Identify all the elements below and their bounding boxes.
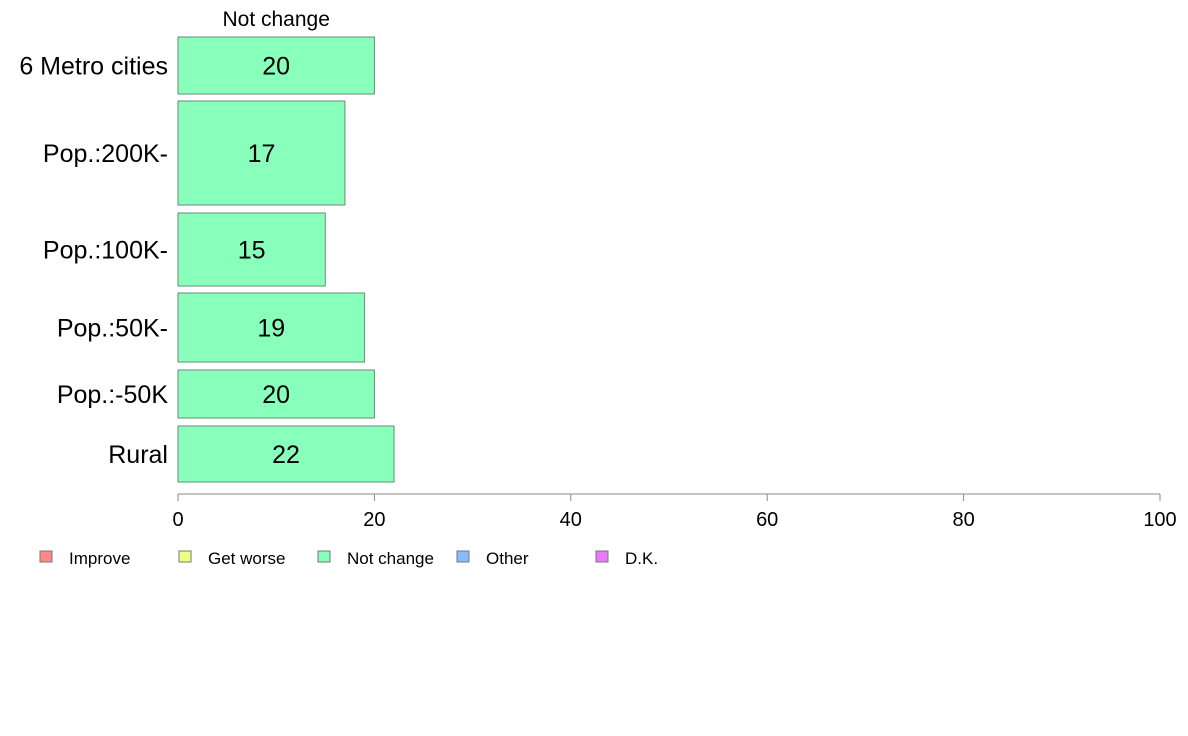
category-label: Pop.:50K-: [57, 315, 168, 343]
bar: [177, 212, 326, 287]
x-tick-label: 80: [952, 509, 974, 531]
category-label: 6 Metro cities: [19, 53, 168, 81]
bar-value-label: 17: [248, 140, 276, 168]
series-header: Not change: [222, 8, 329, 31]
bar: [177, 36, 375, 95]
category-label: Pop.:-50K: [57, 381, 169, 409]
legend-label: D.K.: [625, 549, 658, 568]
bar-value-label: 22: [272, 441, 300, 469]
x-tick-label: 20: [363, 509, 385, 531]
legend-swatch: [595, 550, 609, 563]
legend-label: Get worse: [208, 549, 285, 568]
bar: [177, 100, 346, 206]
legend-label: Improve: [69, 549, 130, 568]
bar-value-label: 15: [238, 237, 266, 265]
legend-swatch: [456, 550, 470, 563]
bar: [177, 369, 375, 419]
category-label: Pop.:200K-: [43, 140, 168, 168]
legend-label: Not change: [347, 549, 434, 568]
x-tick-label: 100: [1143, 509, 1176, 531]
legend-label: Other: [486, 549, 529, 568]
bar-value-label: 19: [257, 315, 285, 343]
bar: [177, 425, 395, 483]
category-label: Pop.:100K-: [43, 237, 168, 265]
bar-value-label: 20: [262, 53, 290, 81]
legend-swatch: [317, 550, 331, 563]
category-label: Rural: [108, 441, 168, 469]
x-tick-label: 0: [172, 509, 183, 531]
x-tick-label: 40: [560, 509, 582, 531]
x-tick-label: 60: [756, 509, 778, 531]
legend-swatch: [39, 550, 53, 563]
bar-value-label: 20: [262, 381, 290, 409]
legend-swatch: [178, 550, 192, 563]
bar: [177, 292, 366, 363]
